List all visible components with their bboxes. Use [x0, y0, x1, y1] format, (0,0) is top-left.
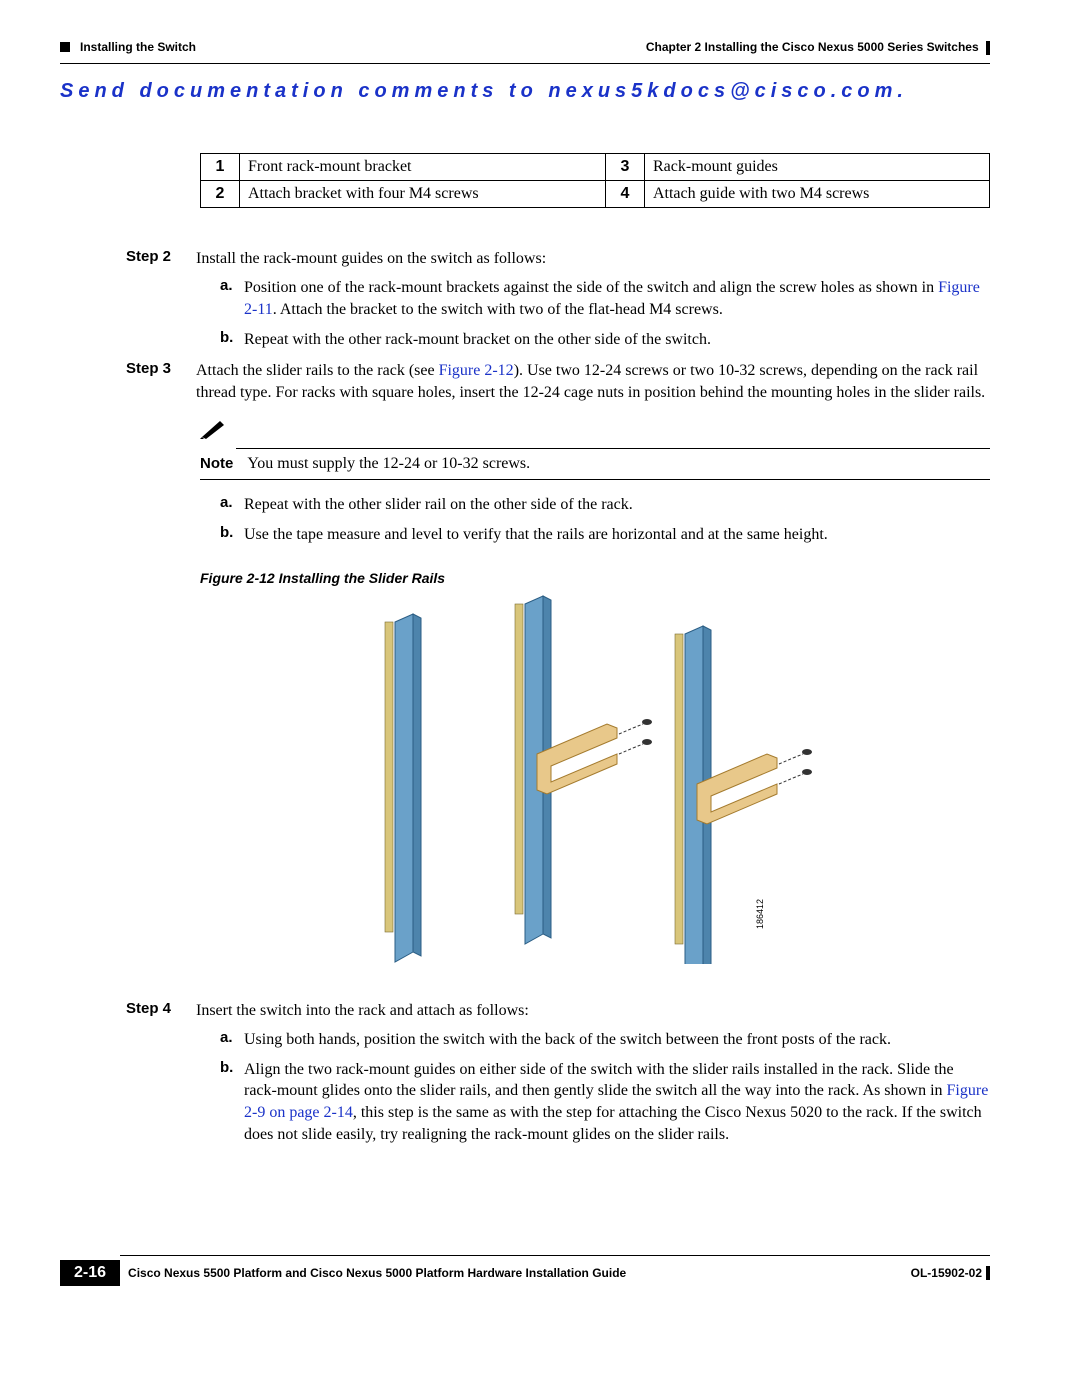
- step4-a: a. Using both hands, position the switch…: [220, 1029, 990, 1051]
- figure-link[interactable]: Figure 2-12: [439, 362, 514, 379]
- step-label: Step 2: [126, 248, 196, 270]
- step4-b: b. Align the two rack-mount guides on ei…: [220, 1059, 990, 1145]
- note-block: Note You must supply the 12-24 or 10-32 …: [200, 417, 990, 480]
- step-body: Attach the slider rails to the rack (see…: [196, 360, 990, 403]
- step-2: Step 2 Install the rack-mount guides on …: [200, 248, 990, 270]
- note-rule-top: [236, 448, 990, 449]
- page-number: 2-16: [60, 1260, 120, 1286]
- callout-key-table: 1 Front rack-mount bracket 3 Rack-mount …: [200, 153, 990, 208]
- step3-b: b. Use the tape measure and level to ver…: [220, 524, 990, 546]
- sub-label: a.: [220, 494, 244, 516]
- sub-label: b.: [220, 524, 244, 546]
- key-desc: Front rack-mount bracket: [240, 153, 606, 180]
- key-desc: Attach guide with two M4 screws: [644, 180, 989, 207]
- figure-caption: Figure 2-12 Installing the Slider Rails: [200, 570, 990, 586]
- page-footer: 2-16 Cisco Nexus 5500 Platform and Cisco…: [60, 1255, 990, 1286]
- note-label: Note: [200, 455, 233, 472]
- pencil-icon: [200, 417, 228, 439]
- sub-body: Repeat with the other slider rail on the…: [244, 494, 990, 516]
- sub-label: a.: [220, 1029, 244, 1051]
- footer-bar-icon: [986, 1266, 990, 1280]
- table-row: 1 Front rack-mount bracket 3 Rack-mount …: [201, 153, 990, 180]
- step-body: Insert the switch into the rack and atta…: [196, 1000, 529, 1022]
- step3-a: a. Repeat with the other slider rail on …: [220, 494, 990, 516]
- key-num: 4: [605, 180, 644, 207]
- page: Installing the Switch Chapter 2 Installi…: [0, 0, 1080, 1316]
- table-row: 2 Attach bracket with four M4 screws 4 A…: [201, 180, 990, 207]
- step-body: Install the rack-mount guides on the swi…: [196, 248, 546, 270]
- footer-doc-id: OL-15902-02: [911, 1266, 982, 1280]
- sub-body: Repeat with the other rack-mount bracket…: [244, 329, 990, 351]
- sub-body: Using both hands, position the switch wi…: [244, 1029, 990, 1051]
- header-rule: [60, 63, 990, 64]
- body-content: 1 Front rack-mount bracket 3 Rack-mount …: [200, 153, 990, 1145]
- header-bar-icon: [986, 41, 990, 55]
- section-title: Installing the Switch: [80, 40, 196, 54]
- sub-body: Align the two rack-mount guides on eithe…: [244, 1059, 990, 1145]
- key-num: 3: [605, 153, 644, 180]
- figure-2-12: 186412: [200, 594, 990, 964]
- figure-id: 186412: [755, 899, 765, 929]
- key-num: 1: [201, 153, 240, 180]
- step2-a: a. Position one of the rack-mount bracke…: [220, 277, 990, 320]
- sub-body: Position one of the rack-mount brackets …: [244, 277, 990, 320]
- footer-guide-title: Cisco Nexus 5500 Platform and Cisco Nexu…: [128, 1266, 626, 1280]
- feedback-banner: Send documentation comments to nexus5kdo…: [60, 80, 990, 103]
- chapter-label: Chapter 2 Installing the Cisco Nexus 500…: [646, 40, 979, 54]
- step-label: Step 3: [126, 360, 196, 403]
- key-desc: Attach bracket with four M4 screws: [240, 180, 606, 207]
- key-num: 2: [201, 180, 240, 207]
- step2-b: b. Repeat with the other rack-mount brac…: [220, 329, 990, 351]
- sub-label: b.: [220, 1059, 244, 1145]
- sub-body: Use the tape measure and level to verify…: [244, 524, 990, 546]
- running-header: Installing the Switch Chapter 2 Installi…: [60, 40, 990, 55]
- header-square-icon: [60, 42, 70, 52]
- step-3: Step 3 Attach the slider rails to the ra…: [200, 360, 990, 403]
- note-text: You must supply the 12-24 or 10-32 screw…: [247, 455, 530, 473]
- sub-label: a.: [220, 277, 244, 320]
- step-4: Step 4 Insert the switch into the rack a…: [200, 1000, 990, 1022]
- step-label: Step 4: [126, 1000, 196, 1022]
- key-desc: Rack-mount guides: [644, 153, 989, 180]
- slider-rails-diagram: 186412: [365, 594, 825, 964]
- note-rule-bottom: [200, 479, 990, 480]
- sub-label: b.: [220, 329, 244, 351]
- footer-rule: [120, 1255, 990, 1256]
